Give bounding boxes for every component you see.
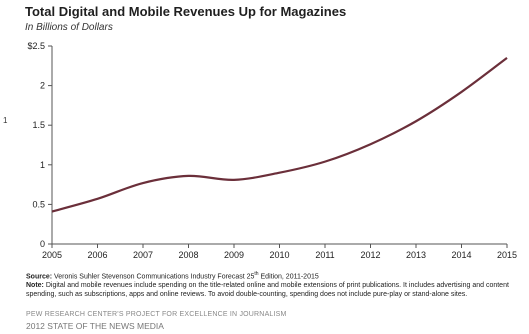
note-line: Note: Digital and mobile revenues includ…	[26, 281, 526, 299]
footer-organization: PEW RESEARCH CENTER'S PROJECT FOR EXCELL…	[26, 311, 287, 318]
x-tick-label: 2015	[497, 250, 517, 260]
x-tick-label: 2011	[315, 250, 334, 260]
x-tick-label: 2005	[42, 250, 62, 260]
chart-axes	[48, 45, 508, 248]
y-tick-label: 0	[40, 239, 45, 249]
source-label: Source:	[26, 273, 53, 281]
source-text-end: Edition, 2011-2015	[258, 273, 319, 281]
y-tick-label: 0.5	[32, 199, 45, 209]
y-tick-label: 1.5	[32, 120, 45, 130]
note-label: Note:	[26, 282, 44, 290]
x-tick-label: 2009	[224, 250, 244, 260]
y-tick-labels: 0 0.5 1 1.5 2 $2.5	[27, 41, 45, 249]
x-tick-label: 2014	[451, 250, 471, 260]
stray-mark: 1	[3, 116, 8, 125]
chart-title: Total Digital and Mobile Revenues Up for…	[25, 4, 347, 19]
x-tick-label: 2006	[87, 250, 107, 260]
y-tick-label: $2.5	[27, 41, 45, 51]
series-line-0	[51, 56, 508, 213]
x-tick-label: 2008	[178, 250, 198, 260]
series-lines	[51, 56, 508, 213]
y-tick-label: 1	[40, 160, 45, 170]
x-tick-label: 2012	[360, 250, 380, 260]
chart-subtitle: In Billions of Dollars	[25, 22, 113, 33]
source-superscript: th	[254, 271, 259, 277]
x-tick-labels: 2005 2006 2007 2008 2009 2010 2011 2012 2013 2014…	[42, 250, 517, 260]
note-text: Digital and mobile revenues include spen…	[26, 282, 509, 299]
x-tick-label: 2013	[406, 250, 426, 260]
y-tick-label: 2	[40, 81, 45, 91]
x-tick-label: 2007	[133, 250, 153, 260]
source-line: Source: Veronis Suhler Stevenson Communi…	[26, 270, 526, 281]
x-tick-label: 2010	[269, 250, 289, 260]
footer-report-title: 2012 STATE OF THE NEWS MEDIA	[26, 321, 164, 331]
source-notes: Source: Veronis Suhler Stevenson Communi…	[26, 270, 526, 299]
source-text: Veronis Suhler Stevenson Communications …	[52, 273, 255, 281]
